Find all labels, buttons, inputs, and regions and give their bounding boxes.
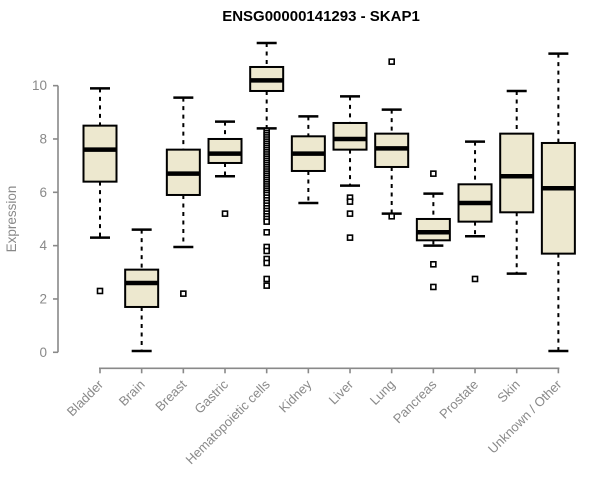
y-tick-label: 6 bbox=[39, 185, 47, 200]
outlier-point bbox=[263, 218, 270, 225]
boxplot-liver bbox=[332, 95, 368, 241]
outlier-point bbox=[263, 247, 270, 255]
outlier-point bbox=[263, 275, 270, 283]
y-tick-label: 0 bbox=[39, 345, 47, 360]
boxplot-prostate bbox=[457, 140, 493, 283]
outlier-point bbox=[96, 287, 104, 295]
x-tick-label: Pancreas bbox=[390, 376, 440, 426]
outlier-point bbox=[263, 229, 270, 236]
iqr-box bbox=[540, 141, 576, 255]
x-tick-label: Breast bbox=[152, 377, 189, 414]
y-tick-label: 4 bbox=[39, 238, 47, 253]
x-tick-label: Liver bbox=[326, 376, 357, 407]
outlier-point bbox=[430, 283, 437, 291]
x-tick-label: Kidney bbox=[276, 376, 315, 415]
boxplot-unknown-other bbox=[540, 52, 576, 353]
x-tick-label: Gastric bbox=[191, 376, 231, 416]
boxplot-kidney bbox=[290, 115, 326, 205]
y-tick-label: 10 bbox=[32, 78, 47, 93]
outlier-point bbox=[263, 282, 270, 289]
boxplot-hematopoietic-cells bbox=[249, 41, 285, 289]
boxplot-brain bbox=[124, 228, 160, 353]
chart-title: ENSG00000141293 - SKAP1 bbox=[222, 8, 420, 25]
box-series bbox=[82, 41, 576, 353]
boxplot-skin bbox=[499, 89, 535, 275]
boxplot-gastric bbox=[207, 120, 243, 217]
iqr-box bbox=[124, 268, 160, 308]
x-tick-label: Brain bbox=[116, 377, 148, 409]
outlier-point bbox=[430, 170, 437, 177]
iqr-box bbox=[415, 217, 451, 242]
outlier-point bbox=[346, 198, 354, 205]
outlier-point bbox=[263, 259, 270, 267]
x-tick-label: Lung bbox=[367, 377, 398, 408]
outlier-point bbox=[180, 290, 187, 297]
x-tick-label: Skin bbox=[494, 377, 522, 405]
iqr-box bbox=[82, 124, 118, 183]
boxplot-bladder bbox=[82, 87, 118, 295]
outlier-point bbox=[471, 275, 479, 283]
outlier-point bbox=[388, 58, 395, 65]
y-axis-title: Expression bbox=[4, 186, 19, 253]
boxplot-breast bbox=[165, 96, 201, 297]
outlier-point bbox=[430, 261, 437, 268]
outlier-point bbox=[221, 210, 229, 217]
outlier-point bbox=[346, 210, 354, 217]
iqr-box bbox=[332, 121, 368, 151]
x-tick-label: Prostate bbox=[436, 377, 481, 422]
y-tick-label: 2 bbox=[39, 291, 47, 306]
iqr-box bbox=[207, 137, 243, 164]
boxplot-lung bbox=[374, 58, 410, 220]
boxplot-pancreas bbox=[415, 170, 451, 291]
outlier-point bbox=[346, 234, 354, 241]
x-tick-label: Unknown / Other bbox=[485, 376, 565, 456]
x-tick-label: Bladder bbox=[64, 376, 107, 419]
iqr-box bbox=[499, 132, 535, 214]
outlier-point bbox=[388, 213, 395, 220]
y-tick-label: 8 bbox=[39, 131, 47, 146]
